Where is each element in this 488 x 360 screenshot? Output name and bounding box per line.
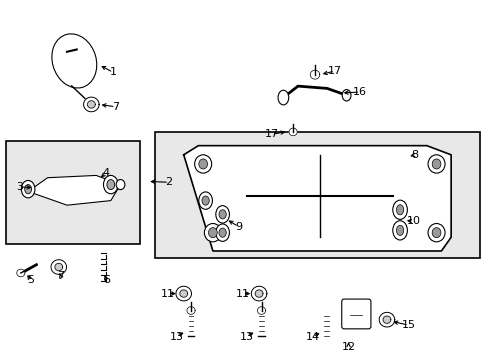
Text: 4: 4	[102, 168, 109, 178]
Bar	[154, 132, 479, 258]
Ellipse shape	[21, 180, 35, 198]
Ellipse shape	[396, 225, 403, 235]
Polygon shape	[176, 286, 191, 301]
Text: 10: 10	[406, 216, 420, 226]
Ellipse shape	[431, 159, 440, 169]
Text: 17: 17	[327, 66, 341, 76]
Ellipse shape	[208, 228, 217, 238]
Ellipse shape	[204, 224, 221, 242]
Bar	[6, 141, 140, 244]
FancyArrowPatch shape	[71, 86, 87, 100]
Polygon shape	[17, 269, 25, 277]
Ellipse shape	[342, 90, 350, 101]
Polygon shape	[28, 175, 120, 205]
Text: 11: 11	[161, 289, 175, 298]
Ellipse shape	[199, 159, 207, 169]
Text: 6: 6	[102, 275, 110, 285]
Ellipse shape	[427, 224, 444, 242]
Polygon shape	[186, 307, 195, 314]
Text: 16: 16	[352, 87, 366, 97]
Text: 7: 7	[57, 271, 64, 281]
Ellipse shape	[215, 206, 229, 223]
Ellipse shape	[431, 228, 440, 238]
Polygon shape	[255, 290, 263, 297]
Text: 7: 7	[112, 102, 119, 112]
Ellipse shape	[392, 200, 407, 219]
Text: 17: 17	[264, 129, 278, 139]
Polygon shape	[180, 290, 187, 297]
Ellipse shape	[52, 34, 97, 88]
Text: 1: 1	[109, 67, 117, 77]
Ellipse shape	[427, 155, 444, 173]
Ellipse shape	[215, 224, 229, 241]
Polygon shape	[87, 101, 95, 108]
Text: 13: 13	[169, 332, 183, 342]
Polygon shape	[183, 146, 450, 251]
Text: 12: 12	[341, 342, 355, 352]
Ellipse shape	[116, 180, 124, 190]
Polygon shape	[257, 307, 265, 314]
Text: 5: 5	[27, 275, 34, 285]
Ellipse shape	[25, 185, 31, 194]
Text: 14: 14	[305, 332, 319, 342]
Text: 11: 11	[235, 289, 249, 298]
Ellipse shape	[202, 196, 209, 205]
Ellipse shape	[103, 175, 118, 194]
Text: 8: 8	[410, 150, 417, 160]
Ellipse shape	[396, 205, 403, 215]
Ellipse shape	[219, 210, 226, 219]
Ellipse shape	[199, 192, 212, 209]
Polygon shape	[51, 260, 66, 274]
Polygon shape	[251, 286, 266, 301]
FancyBboxPatch shape	[341, 299, 370, 329]
Ellipse shape	[392, 221, 407, 240]
Text: 15: 15	[401, 320, 415, 330]
Ellipse shape	[107, 180, 115, 190]
Text: 9: 9	[235, 222, 242, 232]
Polygon shape	[378, 312, 394, 327]
Polygon shape	[83, 97, 99, 112]
Text: 3: 3	[16, 182, 23, 192]
Polygon shape	[55, 264, 62, 271]
Text: 13: 13	[239, 332, 253, 342]
Ellipse shape	[278, 90, 288, 105]
Polygon shape	[382, 316, 390, 323]
Ellipse shape	[194, 155, 211, 173]
Ellipse shape	[219, 228, 226, 237]
Polygon shape	[288, 128, 297, 136]
Polygon shape	[309, 70, 319, 79]
Text: 2: 2	[165, 177, 172, 187]
